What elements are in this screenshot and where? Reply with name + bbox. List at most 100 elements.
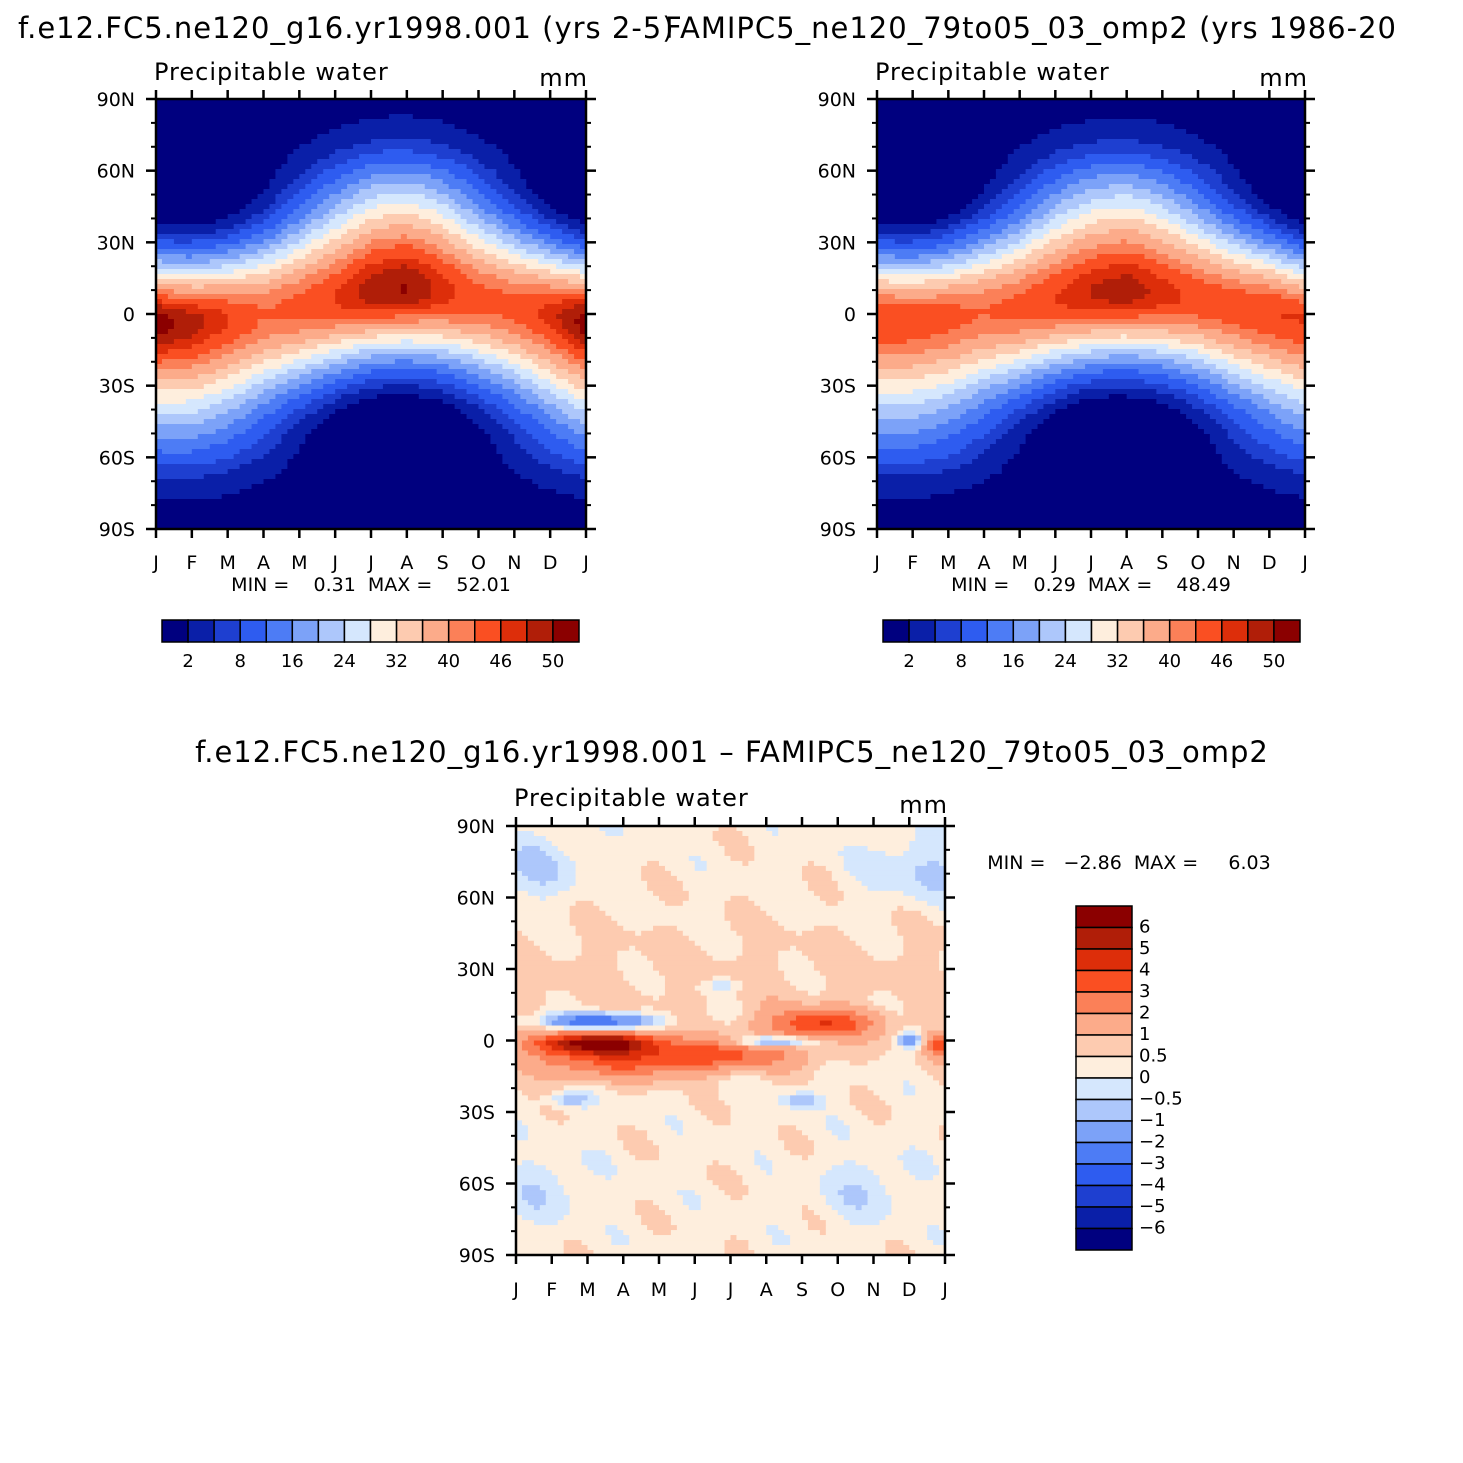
field-cell (819, 990, 875, 997)
field-cell (516, 1060, 547, 1067)
field-cell (209, 404, 241, 410)
field-cell (376, 194, 426, 200)
field-cell (299, 374, 324, 380)
field-cell (563, 1085, 606, 1091)
field-cell (156, 354, 199, 360)
field-cell (1192, 169, 1217, 175)
field-cell (885, 1030, 898, 1037)
field-cell (556, 374, 581, 380)
field-cell (1174, 394, 1199, 400)
field-cell (1257, 329, 1305, 335)
field-cell (293, 294, 336, 300)
field-cell (323, 374, 354, 380)
field-cell (275, 249, 294, 255)
field-cell (516, 910, 571, 917)
field-cell (156, 434, 199, 440)
field-cell (1162, 169, 1193, 175)
field-cell (1198, 384, 1223, 390)
field-cell (939, 1170, 945, 1176)
field-cell (877, 384, 938, 390)
field-cell (1043, 394, 1068, 400)
field-cell (877, 389, 914, 395)
field-cell (1037, 174, 1062, 180)
field-cell (730, 1105, 791, 1111)
field-cell (365, 279, 432, 285)
colorbar-label: −6 (1139, 1218, 1166, 1239)
field-cell (617, 1130, 648, 1136)
field-cell (877, 159, 1009, 165)
field-cell (927, 1150, 945, 1156)
field-cell (365, 379, 438, 385)
field-cell (245, 274, 283, 280)
field-cell (233, 349, 265, 355)
field-cell (1156, 119, 1305, 125)
field-cell (635, 985, 666, 992)
field-cell (359, 154, 438, 160)
field-cell (1168, 209, 1193, 215)
field-cell (802, 1000, 821, 1007)
field-cell (706, 950, 744, 957)
field-cell (520, 194, 539, 200)
field-cell (1245, 199, 1264, 205)
field-cell (954, 389, 979, 395)
x-tick-label: J (512, 1279, 519, 1301)
field-cell (918, 254, 955, 260)
field-cell (1275, 449, 1305, 455)
field-cell (1168, 404, 1193, 410)
field-cell (1221, 284, 1270, 290)
field-cell (520, 334, 545, 340)
field-cell (167, 314, 205, 320)
field-cell (796, 1025, 857, 1032)
field-cell (353, 144, 450, 150)
field-cell (1198, 189, 1217, 195)
field-cell (1013, 424, 1039, 430)
field-cell (382, 384, 420, 390)
field-cell (873, 990, 892, 997)
field-cell (563, 1035, 583, 1042)
y-tick-label: 0 (844, 304, 856, 326)
field-cell (989, 214, 1009, 220)
field-cell (317, 174, 342, 180)
field-cell (516, 955, 553, 962)
field-cell (1156, 249, 1187, 255)
field-cell (903, 940, 945, 947)
field-cell (653, 1230, 672, 1236)
field-cell (514, 319, 545, 325)
field-cell (927, 1030, 945, 1037)
field-cell (1221, 264, 1253, 270)
colorbar-label: 24 (333, 651, 356, 672)
field-cell (551, 1105, 583, 1111)
field-cell (472, 154, 509, 160)
field-cell (772, 1020, 791, 1027)
field-cell (877, 414, 920, 420)
field-cell (1174, 124, 1305, 130)
field-cell (843, 1160, 857, 1166)
field-cell (311, 379, 336, 385)
field-cell (335, 379, 366, 385)
field-cell (1215, 419, 1235, 425)
field-cell (520, 254, 545, 260)
field-cell (263, 229, 283, 235)
field-cell (227, 319, 259, 325)
field-cell (867, 1190, 887, 1196)
field-cell (544, 424, 569, 430)
field-cell (635, 1125, 672, 1131)
field-cell (819, 895, 845, 902)
field-cell (605, 1150, 630, 1156)
field-cell (877, 294, 896, 300)
field-cell (819, 1175, 881, 1181)
field-cell (556, 434, 586, 440)
field-cell (611, 1015, 642, 1022)
field-cell (1203, 334, 1241, 340)
field-cell (544, 444, 575, 450)
field-cell (736, 1040, 744, 1047)
field-cell (1162, 144, 1217, 150)
field-cell (478, 224, 498, 230)
field-cell (849, 870, 916, 877)
field-cell (760, 1150, 791, 1156)
field-cell (581, 1150, 606, 1156)
field-cell (1227, 379, 1253, 385)
field-cell (538, 439, 569, 445)
field-cell (1013, 179, 1033, 185)
field-cell (1233, 234, 1253, 240)
